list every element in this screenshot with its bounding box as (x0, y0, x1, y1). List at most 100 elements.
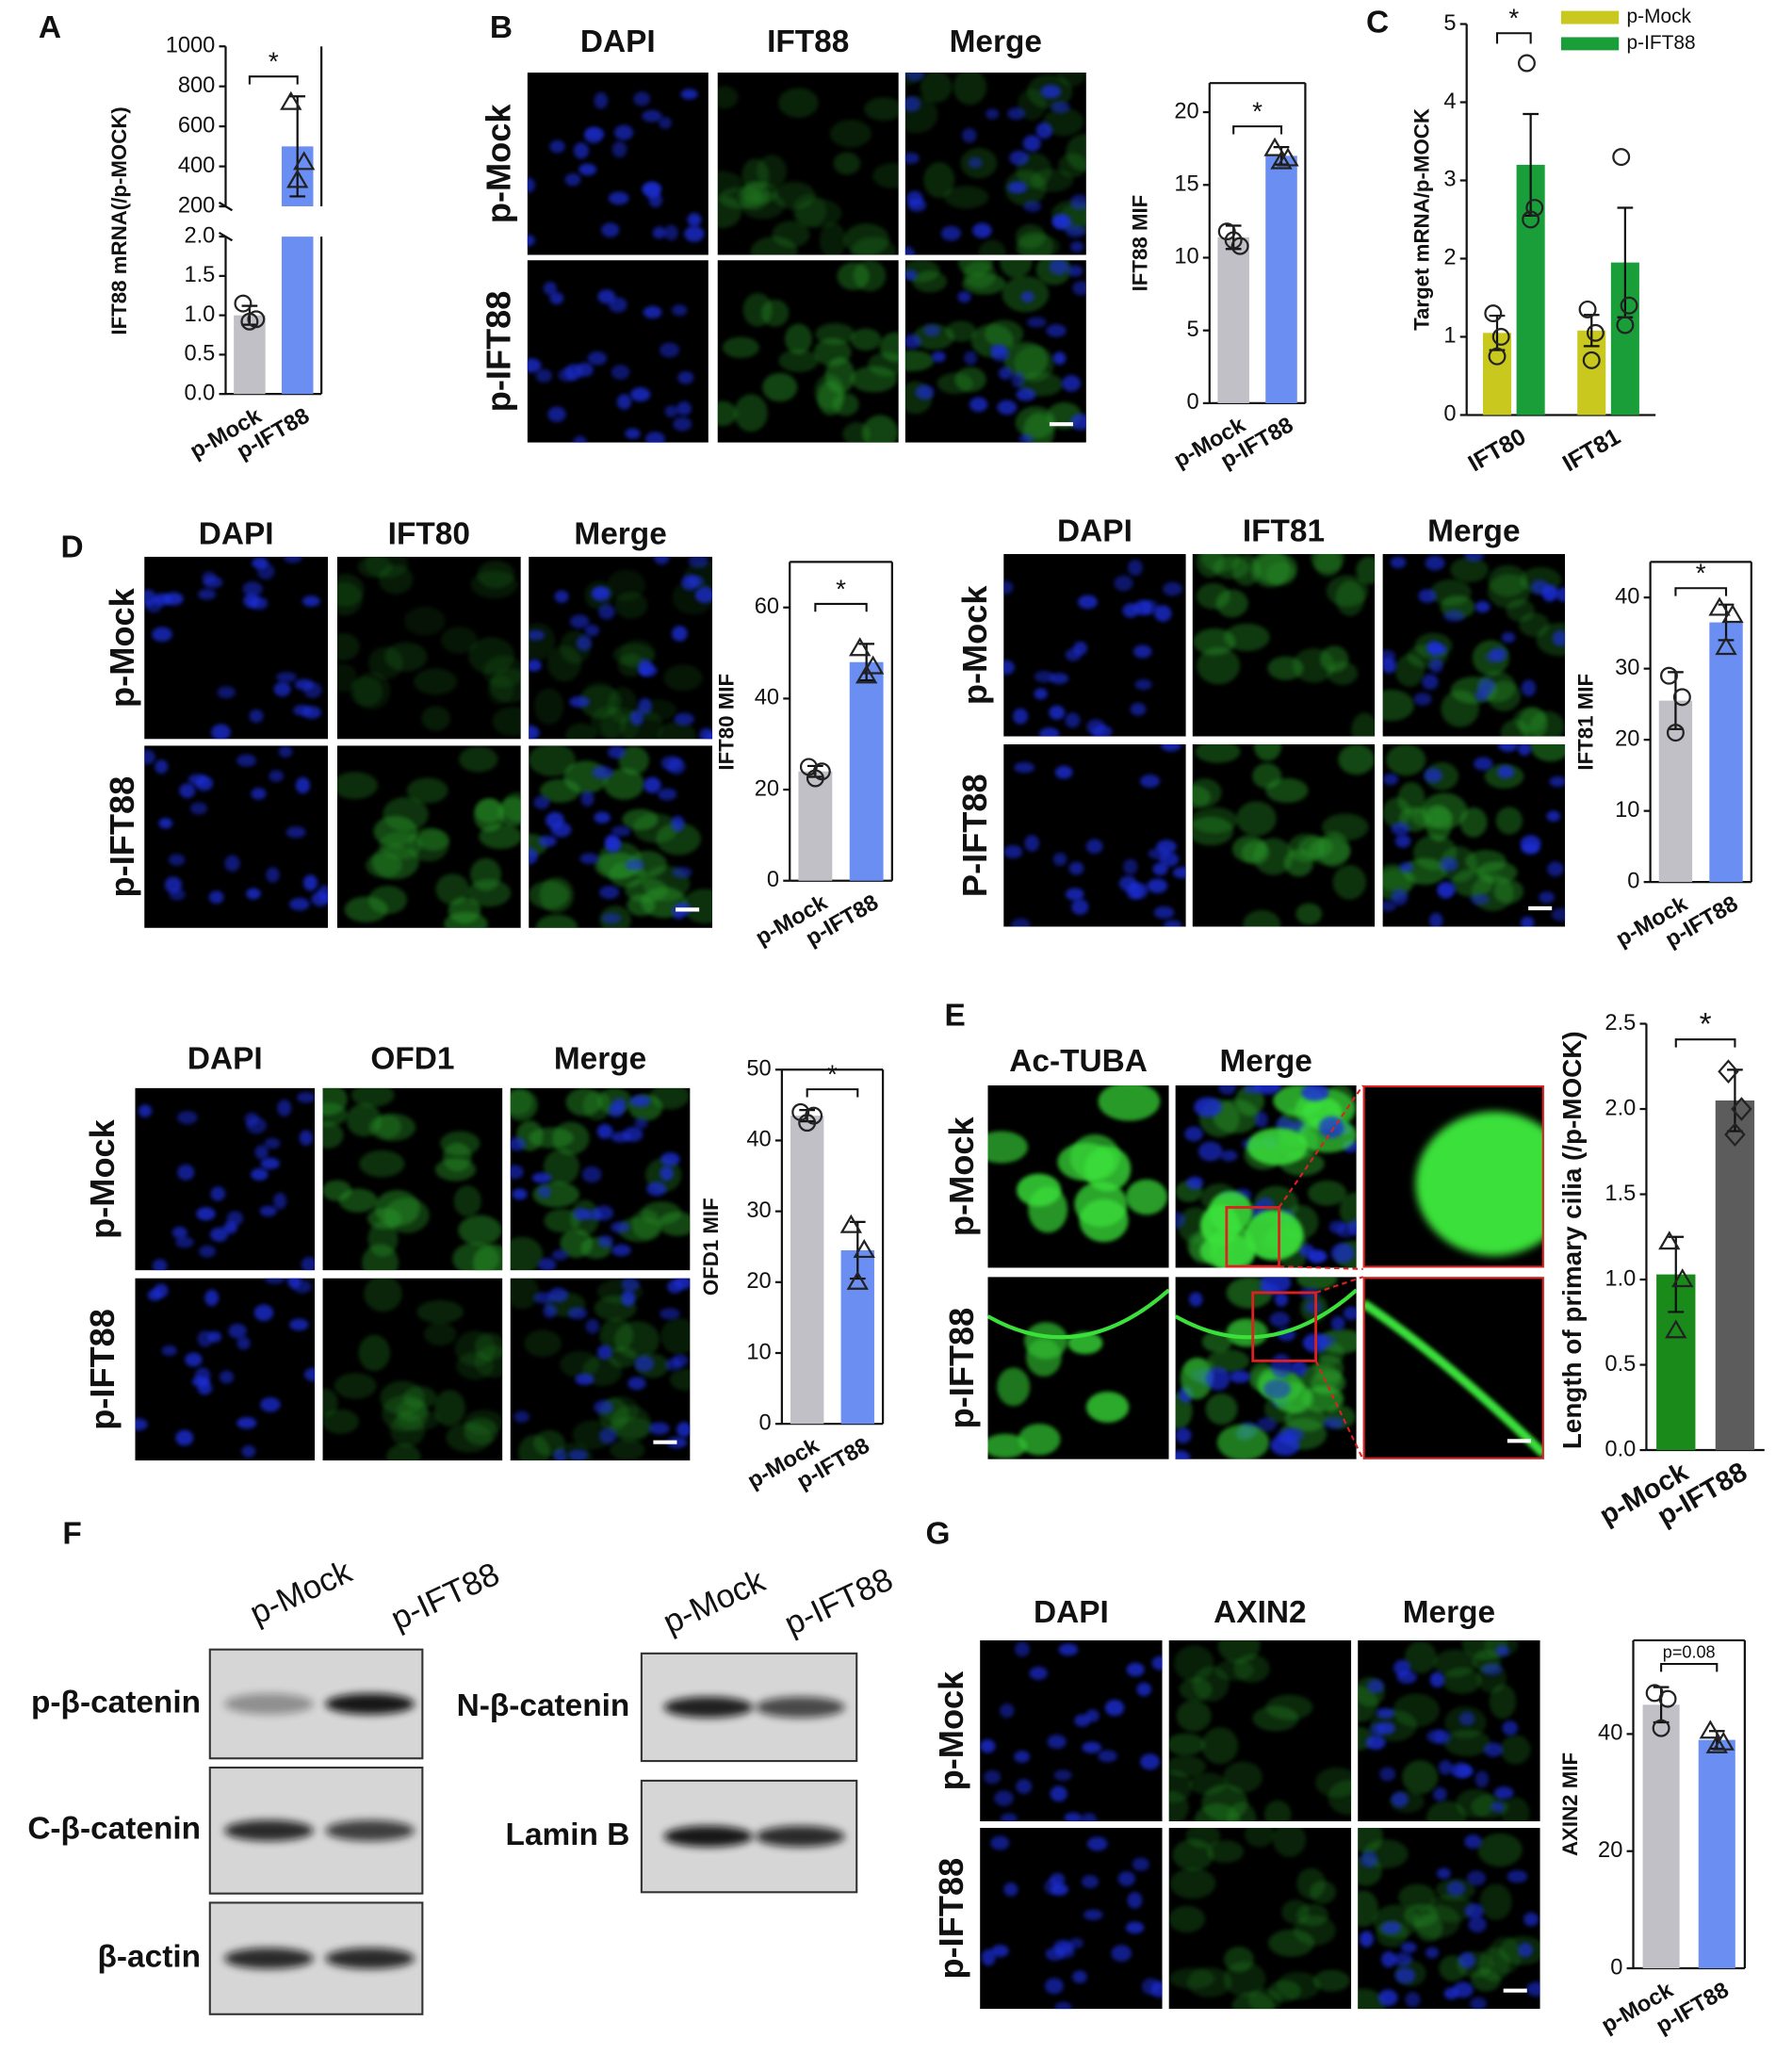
y-tick-label: 30 (746, 1198, 771, 1223)
cell (217, 686, 236, 699)
cell (660, 1152, 680, 1166)
cell (627, 1377, 646, 1391)
cell (1066, 134, 1086, 171)
y-tick-label: 3 (1443, 168, 1456, 192)
cell (1518, 1942, 1533, 1958)
data-point (1582, 350, 1601, 369)
data-point (240, 312, 259, 331)
image-bg (135, 1278, 316, 1461)
cell (1031, 169, 1074, 192)
cell (594, 91, 609, 109)
cell (1022, 135, 1041, 152)
cell (1293, 1915, 1336, 1946)
cell (1549, 775, 1566, 788)
micrograph (980, 1828, 1163, 2010)
micrograph (1168, 1639, 1352, 1822)
data-point (855, 664, 878, 684)
cell (1358, 1686, 1378, 1722)
cell (1470, 1997, 1487, 2010)
cell (301, 1256, 316, 1271)
cell (1175, 1427, 1192, 1443)
cell (513, 1410, 530, 1423)
cell (440, 1131, 481, 1156)
cell (1359, 1931, 1374, 1948)
cell (1470, 893, 1490, 905)
micrograph (1003, 743, 1186, 927)
cell (1052, 852, 1067, 867)
cell (576, 362, 594, 378)
zoom-line (1315, 1276, 1364, 1294)
data-point (1525, 199, 1544, 218)
y-tick-label: 600 (178, 113, 215, 138)
cell (1085, 1391, 1130, 1423)
cell (594, 1205, 614, 1221)
cell (1122, 603, 1139, 618)
data-point (280, 90, 302, 110)
cell (527, 358, 542, 373)
cell (1497, 765, 1515, 779)
y-tick-label: 2.5 (1605, 1011, 1636, 1035)
y-tick-label: 0.5 (1605, 1352, 1636, 1377)
cell (1168, 1733, 1205, 1756)
panel-label: A (39, 10, 61, 45)
cell (674, 712, 694, 725)
cell (672, 867, 692, 878)
panel-label: G (926, 1516, 951, 1551)
bar (1658, 700, 1693, 883)
y-tick-label: 2 (1443, 246, 1456, 270)
cell (533, 795, 550, 809)
cell (957, 291, 971, 303)
cell (1382, 900, 1397, 912)
cell (608, 745, 627, 759)
blot-row-label: Lamin B (506, 1818, 630, 1852)
cell (1231, 554, 1261, 586)
y-axis-label: IFT80 MIF (715, 674, 739, 771)
image-bg (527, 73, 709, 255)
y-axis-label: Length of primary cilia (/p-MOCK) (1557, 1031, 1587, 1449)
cell (452, 1242, 499, 1271)
cell (1007, 107, 1025, 120)
cell (907, 198, 926, 212)
cell (920, 73, 953, 104)
y-tick-label: 10 (1174, 245, 1198, 269)
cell (1390, 556, 1407, 569)
micrograph (1003, 554, 1186, 737)
cell (676, 401, 692, 416)
cell (259, 1205, 278, 1217)
cell (643, 182, 661, 199)
y-tick-label: 20 (746, 1269, 771, 1294)
cell (673, 416, 692, 432)
cell (829, 119, 872, 148)
cell (1125, 1179, 1168, 1215)
cell (694, 586, 713, 604)
cell (587, 351, 608, 366)
cell (578, 163, 597, 176)
cell (371, 844, 419, 880)
cell (1016, 1779, 1033, 1794)
cell (1458, 1952, 1476, 1969)
micrograph (527, 260, 709, 443)
cell (1491, 1801, 1506, 1813)
cell (546, 645, 582, 682)
cell (1376, 1707, 1395, 1720)
cell (1367, 1679, 1384, 1694)
cell (1007, 181, 1028, 194)
cell (1003, 341, 1049, 379)
y-tick-label: 4 (1443, 90, 1456, 114)
cell (1382, 658, 1397, 674)
cell (904, 152, 920, 165)
cell (672, 1354, 689, 1367)
cell (1065, 224, 1086, 237)
cell (1130, 702, 1147, 716)
cell (862, 415, 899, 443)
cell (533, 1292, 553, 1304)
cell (219, 1370, 235, 1384)
bar (1698, 1739, 1735, 1969)
cell (650, 1087, 690, 1110)
cell (1180, 1358, 1214, 1400)
cell (985, 108, 1000, 120)
cell (843, 223, 889, 255)
cell (625, 428, 641, 439)
cell (576, 635, 593, 651)
cell (1011, 371, 1025, 388)
